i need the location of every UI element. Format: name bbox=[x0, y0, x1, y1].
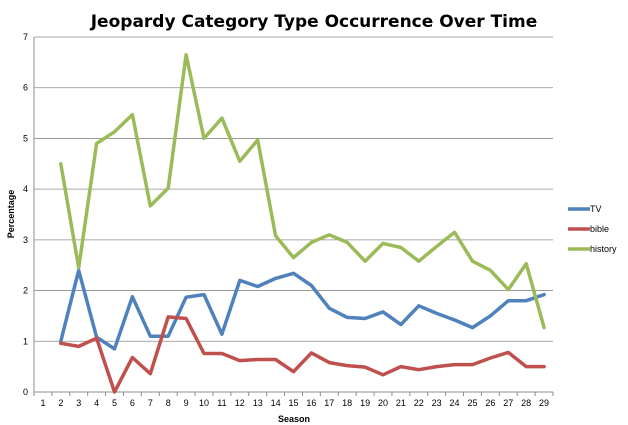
y-axis-label: Percentage bbox=[6, 190, 16, 239]
series-line-tv bbox=[59, 268, 546, 351]
x-tick-label: 14 bbox=[271, 398, 281, 408]
x-tick-label: 4 bbox=[94, 398, 99, 408]
x-tick-label: 29 bbox=[539, 398, 549, 408]
x-tick-label: 18 bbox=[342, 398, 352, 408]
x-tick-label: 6 bbox=[130, 398, 135, 408]
x-tick-label: 25 bbox=[467, 398, 477, 408]
series-lines bbox=[59, 53, 546, 394]
x-axis-label: Season bbox=[278, 414, 310, 424]
x-tick-label: 16 bbox=[306, 398, 316, 408]
x-tick-label: 21 bbox=[396, 398, 406, 408]
x-tick-label: 10 bbox=[199, 398, 209, 408]
x-tick-label: 5 bbox=[112, 398, 117, 408]
gridlines bbox=[34, 36, 553, 393]
x-tick-label: 24 bbox=[450, 398, 460, 408]
legend-label-bible: bible bbox=[590, 224, 609, 234]
x-tick-label: 8 bbox=[166, 398, 171, 408]
y-tick-label: 2 bbox=[23, 286, 28, 296]
x-tick-label: 27 bbox=[503, 398, 513, 408]
y-tick-label: 3 bbox=[23, 235, 28, 245]
x-tick-label: 9 bbox=[184, 398, 189, 408]
x-tick-label: 12 bbox=[235, 398, 245, 408]
y-tick-label: 0 bbox=[23, 387, 28, 397]
y-tick-labels: 0 1 2 3 4 5 6 7 bbox=[23, 32, 28, 397]
axes bbox=[33, 37, 554, 396]
x-tick-label: 22 bbox=[414, 398, 424, 408]
x-tick-label: 28 bbox=[521, 398, 531, 408]
x-tick-label: 20 bbox=[378, 398, 388, 408]
y-tick-label: 6 bbox=[23, 83, 28, 93]
x-tick-label: 3 bbox=[76, 398, 81, 408]
legend-label-tv: TV bbox=[590, 204, 602, 214]
x-tick-label: 26 bbox=[485, 398, 495, 408]
x-tick-label: 15 bbox=[288, 398, 298, 408]
series-line-bible bbox=[59, 315, 546, 394]
x-tick-label: 13 bbox=[253, 398, 263, 408]
y-tick-label: 4 bbox=[23, 184, 28, 194]
legend-label-history: history bbox=[590, 244, 617, 254]
x-tick-label: 23 bbox=[432, 398, 442, 408]
x-tick-label: 19 bbox=[360, 398, 370, 408]
x-tick-label: 17 bbox=[324, 398, 334, 408]
y-tick-label: 7 bbox=[23, 32, 28, 42]
x-tick-label: 7 bbox=[148, 398, 153, 408]
series-line-history bbox=[59, 53, 546, 330]
y-tick-label: 5 bbox=[23, 133, 28, 143]
x-tick-label: 1 bbox=[40, 398, 45, 408]
legend: TV bible history bbox=[568, 204, 617, 254]
chart-title: Jeopardy Category Type Occurrence Over T… bbox=[90, 12, 538, 32]
x-tick-labels: 1 2 3 4 5 6 7 8 9 10 11 12 13 14 15 16 17 18 19 20 21 22 23 24 2… bbox=[40, 398, 549, 408]
x-tick-label: 11 bbox=[217, 398, 226, 408]
x-tick-label: 2 bbox=[58, 398, 63, 408]
y-tick-label: 1 bbox=[23, 336, 28, 346]
